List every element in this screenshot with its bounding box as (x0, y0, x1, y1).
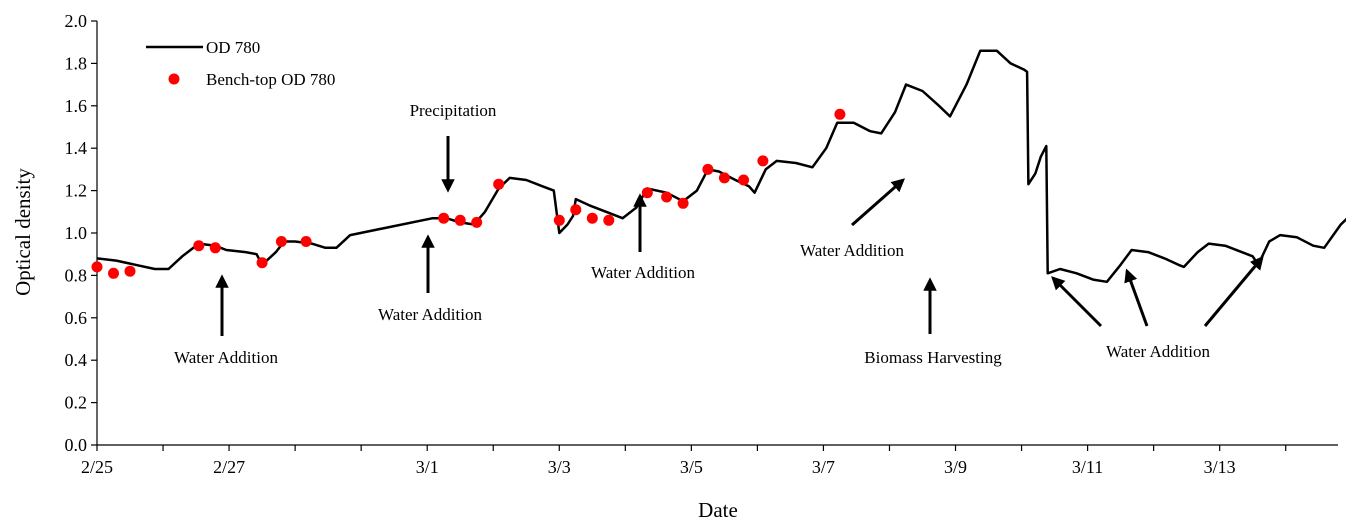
benchtop-point (300, 236, 312, 247)
benchtop-point (702, 163, 714, 175)
legend: OD 780 Bench-top OD 780 (146, 38, 335, 89)
x-tick-label: 3/5 (680, 457, 703, 477)
x-tick-label: 3/1 (416, 457, 439, 477)
annotation-arrow (1051, 276, 1103, 328)
x-tick-label: 3/3 (548, 457, 571, 477)
y-tick-label: 1.8 (65, 53, 88, 73)
y-tick-label: 0.0 (65, 435, 88, 455)
y-tick-label: 1.0 (65, 223, 88, 243)
y-axis-title: Optical density (11, 168, 35, 296)
benchtop-point (677, 197, 689, 209)
od780-line (96, 49, 1346, 284)
benchtop-point (641, 187, 653, 199)
benchtop-point (738, 174, 750, 186)
benchtop-point (834, 108, 846, 120)
benchtop-point (471, 216, 483, 228)
benchtop-point (493, 178, 505, 190)
x-tick-label: 3/11 (1072, 457, 1103, 477)
benchtop-point (718, 172, 730, 184)
y-tick-label: 1.2 (65, 181, 88, 201)
benchtop-point (454, 214, 466, 226)
x-axis-title: Date (698, 498, 738, 522)
y-tick-label: 2.0 (65, 11, 88, 31)
annotation-label: Water Addition (1106, 342, 1210, 361)
y-tick-label: 1.4 (65, 138, 88, 158)
annotation-arrow (1203, 255, 1264, 327)
x-tick-label: 2/27 (213, 457, 245, 477)
x-tick-label: 3/7 (812, 457, 835, 477)
benchtop-point (586, 212, 598, 224)
legend-label-od780: OD 780 (206, 38, 260, 57)
annotation-label: Water Addition (378, 305, 482, 324)
annotation-label: Water Addition (800, 241, 904, 260)
series-od780 (96, 49, 1346, 284)
y-tick-label: 1.6 (65, 96, 88, 116)
legend-label-benchtop: Bench-top OD 780 (206, 70, 335, 89)
annotations: Water Addition Water Addition Precipitatio… (174, 101, 1264, 367)
benchtop-point (108, 267, 119, 279)
y-tick-label: 0.6 (65, 308, 88, 328)
x-tick-label: 2/25 (81, 457, 113, 477)
benchtop-point (661, 191, 673, 203)
y-axis-ticks: 0.0 0.2 0.4 0.6 0.8 1.0 1.2 1.4 1.6 1.8 2.0 (65, 11, 97, 455)
benchtop-point (91, 261, 103, 273)
x-tick-label: 3/9 (944, 457, 967, 477)
benchtop-point (275, 236, 287, 247)
annotation-label: Precipitation (410, 101, 497, 120)
benchtop-point (553, 214, 565, 226)
y-tick-label: 0.2 (65, 393, 88, 413)
benchtop-point (124, 265, 136, 277)
benchtop-point (256, 257, 268, 269)
annotation-label: Water Addition (591, 263, 695, 282)
benchtop-point (209, 242, 221, 254)
benchtop-point (757, 155, 769, 167)
annotation-label: Water Addition (174, 348, 278, 367)
annotation-label: Biomass Harvesting (864, 348, 1002, 367)
legend-marker-swatch (168, 73, 180, 85)
x-tick-label: 3/13 (1204, 457, 1236, 477)
series-benchtop-od780 (91, 108, 846, 279)
benchtop-point (438, 212, 450, 224)
benchtop-point (193, 240, 205, 252)
annotation-arrow (851, 178, 906, 227)
y-tick-label: 0.4 (65, 350, 88, 370)
benchtop-point (603, 214, 615, 226)
x-axis-ticks: 2/25 2/27 3/1 3/3 3/5 3/7 3/9 3/11 3/13 (81, 445, 1287, 477)
annotation-arrow (1124, 268, 1149, 327)
benchtop-point (570, 204, 582, 216)
y-tick-label: 0.8 (65, 265, 88, 285)
